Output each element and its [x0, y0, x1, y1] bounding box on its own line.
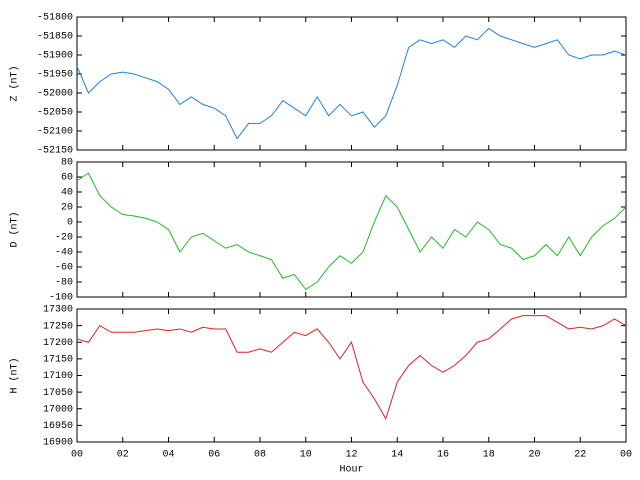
y-tick-label: -80	[55, 278, 73, 289]
y-tick-label: -52150	[37, 146, 73, 157]
x-tick-label: 22	[574, 450, 586, 461]
y-tick-label: -20	[55, 233, 73, 244]
y-tick-label: 17200	[43, 338, 73, 349]
data-line	[76, 27, 627, 140]
y-tick-label: 20	[61, 203, 73, 214]
y-tick-label: -52050	[37, 108, 73, 119]
x-tick-label: 00	[620, 450, 632, 461]
x-tick-label: 16	[437, 450, 449, 461]
y-tick-label: -52100	[37, 127, 73, 138]
y-tick-label: -60	[55, 263, 73, 274]
x-tick-label: 04	[162, 450, 174, 461]
y-tick-label: -51800	[37, 13, 73, 24]
y-tick-label: 60	[61, 173, 73, 184]
y-axis-label: Z (nT)	[9, 65, 21, 101]
plot-frame	[76, 161, 627, 298]
data-line	[76, 315, 627, 420]
y-tick-label: 16900	[43, 438, 73, 449]
x-tick-label: 10	[300, 450, 312, 461]
x-tick-label: 20	[528, 450, 540, 461]
x-axis-label: Hour	[339, 465, 363, 476]
y-axis-label: H (nT)	[9, 357, 21, 393]
y-tick-label: 17300	[43, 305, 73, 316]
y-tick-label: 17100	[43, 371, 73, 382]
x-tick-label: 02	[117, 450, 129, 461]
y-tick-label: -100	[49, 293, 73, 304]
x-tick-label: 00	[71, 450, 83, 461]
x-tick-label: 12	[345, 450, 357, 461]
y-tick-label: -51850	[37, 32, 73, 43]
x-tick-label: 18	[483, 450, 495, 461]
y-tick-label: 17150	[43, 355, 73, 366]
y-tick-label: -52000	[37, 89, 73, 100]
y-tick-label: 80	[61, 158, 73, 169]
x-tick-label: 14	[391, 450, 403, 461]
y-tick-label: -51900	[37, 51, 73, 62]
y-tick-label: 17050	[43, 388, 73, 399]
y-axis-label: D (nT)	[9, 211, 21, 247]
y-tick-label: -40	[55, 248, 73, 259]
y-tick-label: 40	[61, 188, 73, 199]
x-tick-label: 06	[208, 450, 220, 461]
x-tick-label: 08	[254, 450, 266, 461]
y-tick-label: 17250	[43, 321, 73, 332]
y-tick-label: 17000	[43, 404, 73, 415]
data-line	[76, 172, 627, 291]
y-tick-label: 0	[67, 218, 73, 229]
y-tick-label: -51950	[37, 70, 73, 81]
y-tick-label: 16950	[43, 421, 73, 432]
